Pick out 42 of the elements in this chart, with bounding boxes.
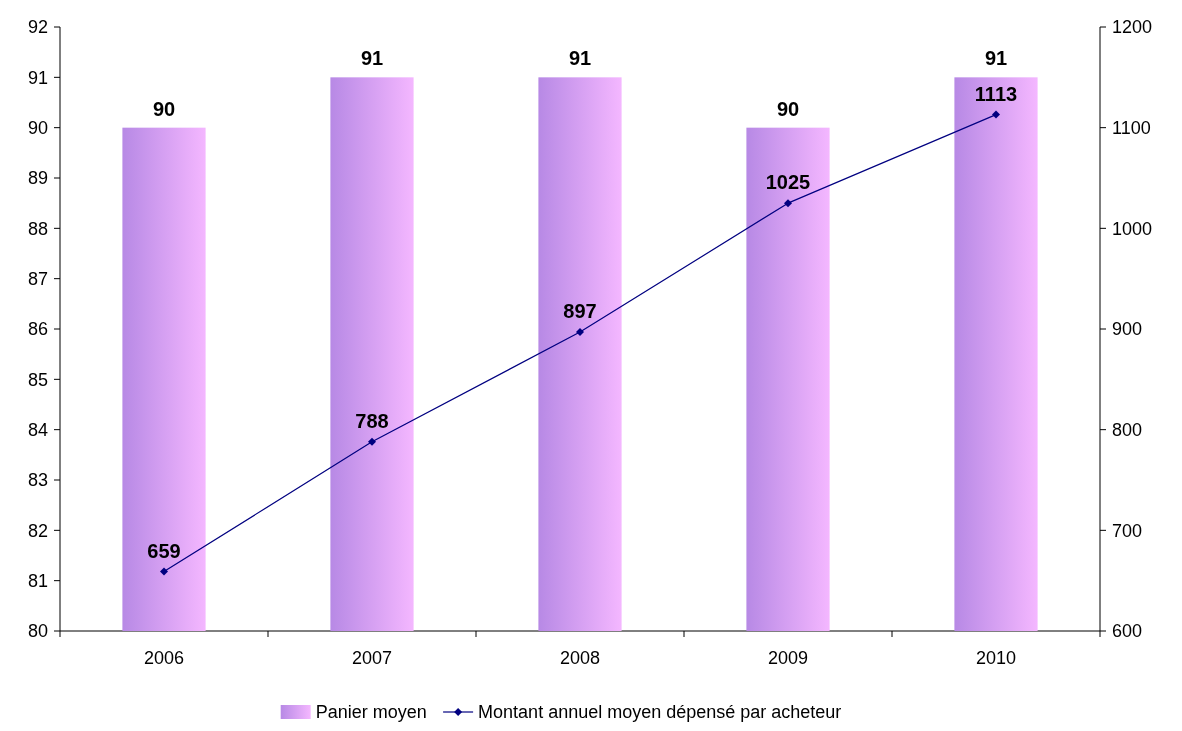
y-tick-label: 89 [27, 168, 48, 189]
y-tick-label: 90 [27, 117, 48, 138]
point [368, 437, 376, 446]
x-tick-label: 2010 [975, 648, 1017, 668]
y2-tick-label: 1000 [1112, 218, 1153, 239]
y-tick-label: 87 [27, 268, 48, 289]
legend-label: Panier moyen [315, 702, 427, 722]
y-tick-label: 82 [27, 520, 48, 541]
data-label: 90 [152, 97, 176, 120]
y-tick-label: 85 [27, 369, 48, 390]
point [784, 199, 792, 208]
legend-label: Montant annuel moyen dépensé par acheteur [478, 702, 842, 722]
y-tick-label: 81 [27, 570, 48, 591]
data-label: 897 [563, 300, 597, 323]
x-tick-label: 2007 [351, 648, 393, 668]
data-label: 91 [360, 47, 384, 70]
y2-tick-label: 900 [1112, 319, 1143, 340]
data-label: 1113 [974, 82, 1018, 105]
y-tick-label: 86 [27, 319, 48, 340]
y2-tick-label: 800 [1112, 419, 1143, 440]
x-tick-label: 2008 [559, 648, 601, 668]
x-tick-label: 2009 [767, 648, 809, 668]
data-label: 91 [568, 47, 592, 70]
y-tick-label: 80 [27, 621, 48, 642]
y-tick-label: 84 [27, 419, 48, 440]
data-label: 91 [984, 47, 1008, 70]
y2-tick-label: 1100 [1112, 117, 1151, 138]
x-tick-label: 2006 [143, 648, 185, 668]
data-label: 1025 [765, 171, 811, 194]
y-tick-label: 88 [27, 218, 48, 239]
data-label: 90 [776, 97, 800, 120]
y-tick-label: 91 [27, 67, 48, 88]
point [576, 328, 584, 337]
y2-tick-label: 600 [1112, 621, 1143, 642]
point [992, 110, 1000, 119]
data-label: 788 [355, 409, 389, 432]
y-tick-label: 92 [27, 17, 48, 38]
y2-tick-label: 1200 [1112, 17, 1153, 38]
y2-tick-label: 700 [1112, 520, 1143, 541]
data-label: 659 [147, 539, 181, 562]
point [160, 567, 168, 576]
y-tick-label: 83 [27, 470, 48, 491]
